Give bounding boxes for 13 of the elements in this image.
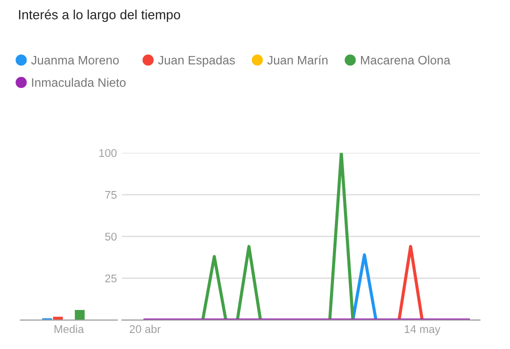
legend-label: Juan Espadas: [158, 55, 235, 67]
x-tick-label: 20 abr: [130, 324, 161, 334]
legend-label: Juanma Moreno: [31, 56, 119, 64]
chart-title: Interés a lo largo del tiempo: [19, 9, 180, 22]
legend-label: Inmaculada Nieto: [32, 78, 126, 87]
legend-label: Juan Marín: [267, 55, 328, 64]
legend-label: Macarena Olona: [361, 55, 450, 64]
y-tick-label: 100: [99, 149, 117, 157]
y-tick-label: 25: [105, 274, 117, 282]
x-tick-label: Media: [54, 324, 84, 334]
y-tick-label: 50: [105, 232, 117, 241]
x-tick-label: 14 may: [404, 325, 440, 336]
y-tick-label: 75: [105, 191, 117, 199]
